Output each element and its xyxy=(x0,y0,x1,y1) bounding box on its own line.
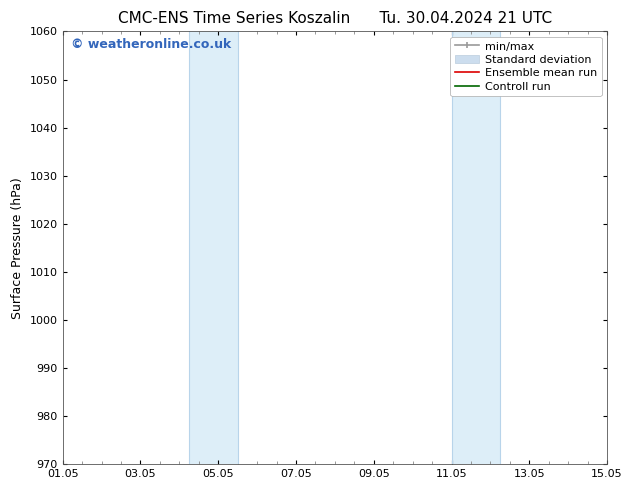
Text: © weatheronline.co.uk: © weatheronline.co.uk xyxy=(71,38,231,51)
Bar xyxy=(189,31,238,464)
Legend: min/max, Standard deviation, Ensemble mean run, Controll run: min/max, Standard deviation, Ensemble me… xyxy=(450,37,602,97)
Y-axis label: Surface Pressure (hPa): Surface Pressure (hPa) xyxy=(11,177,24,318)
Bar xyxy=(451,31,500,464)
Title: CMC-ENS Time Series Koszalin      Tu. 30.04.2024 21 UTC: CMC-ENS Time Series Koszalin Tu. 30.04.2… xyxy=(118,11,552,26)
